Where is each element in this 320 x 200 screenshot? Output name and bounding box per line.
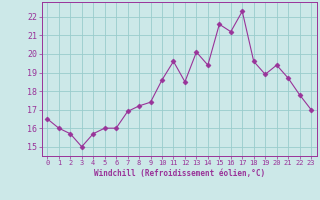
X-axis label: Windchill (Refroidissement éolien,°C): Windchill (Refroidissement éolien,°C) bbox=[94, 169, 265, 178]
